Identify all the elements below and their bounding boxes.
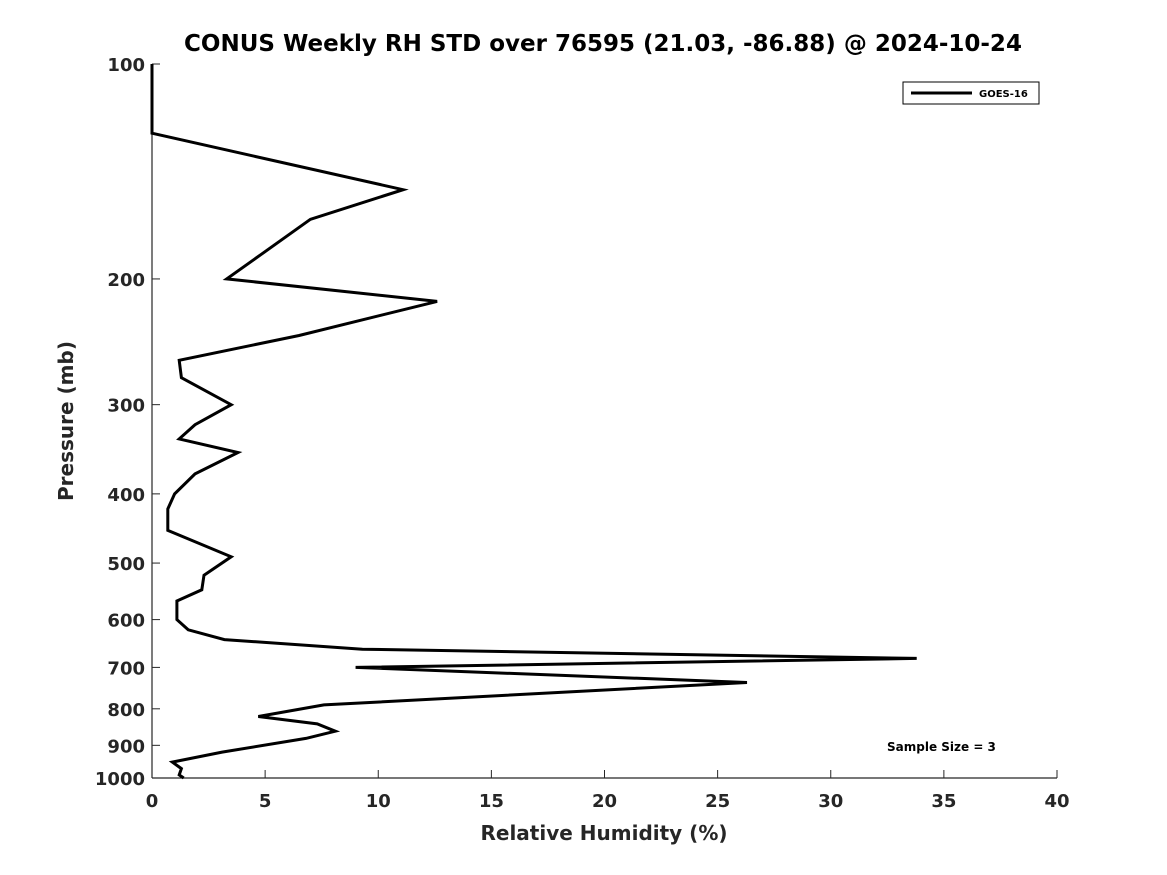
x-axis-label: Relative Humidity (%): [480, 821, 727, 845]
x-ticks: 0 5 10 15 20 25 30 35 40: [146, 770, 1070, 812]
y-tick-label: 600: [107, 611, 145, 632]
y-tick-label: 1000: [95, 769, 145, 790]
y-tick-label: 900: [107, 736, 145, 757]
x-tick-label: 0: [146, 791, 159, 812]
y-tick-label: 200: [107, 270, 145, 291]
x-tick-label: 5: [259, 791, 272, 812]
x-tick-label: 15: [479, 791, 504, 812]
x-tick-label: 40: [1044, 791, 1069, 812]
y-tick-label: 300: [107, 396, 145, 417]
y-tick-label: 700: [107, 658, 145, 679]
x-tick-label: 20: [592, 791, 617, 812]
y-tick-label: 800: [107, 700, 145, 721]
chart-title: CONUS Weekly RH STD over 76595 (21.03, -…: [184, 31, 1022, 57]
y-tick-label: 500: [107, 554, 145, 575]
plot-area: [151, 64, 1057, 779]
x-tick-label: 25: [705, 791, 730, 812]
legend: GOES-16: [902, 81, 1040, 105]
sample-size-annotation: Sample Size = 3: [887, 740, 996, 754]
y-ticks: 100 200 300 400 500 600 700 800 900 1000: [95, 55, 160, 790]
legend-label-goes-16: GOES-16: [979, 89, 1028, 100]
series-line-goes-16: [150, 64, 917, 780]
y-axis-label: Pressure (mb): [54, 341, 78, 501]
y-tick-label: 100: [107, 55, 145, 76]
x-tick-label: 30: [818, 791, 843, 812]
x-tick-label: 10: [366, 791, 391, 812]
x-tick-label: 35: [931, 791, 956, 812]
y-tick-label: 400: [107, 485, 145, 506]
